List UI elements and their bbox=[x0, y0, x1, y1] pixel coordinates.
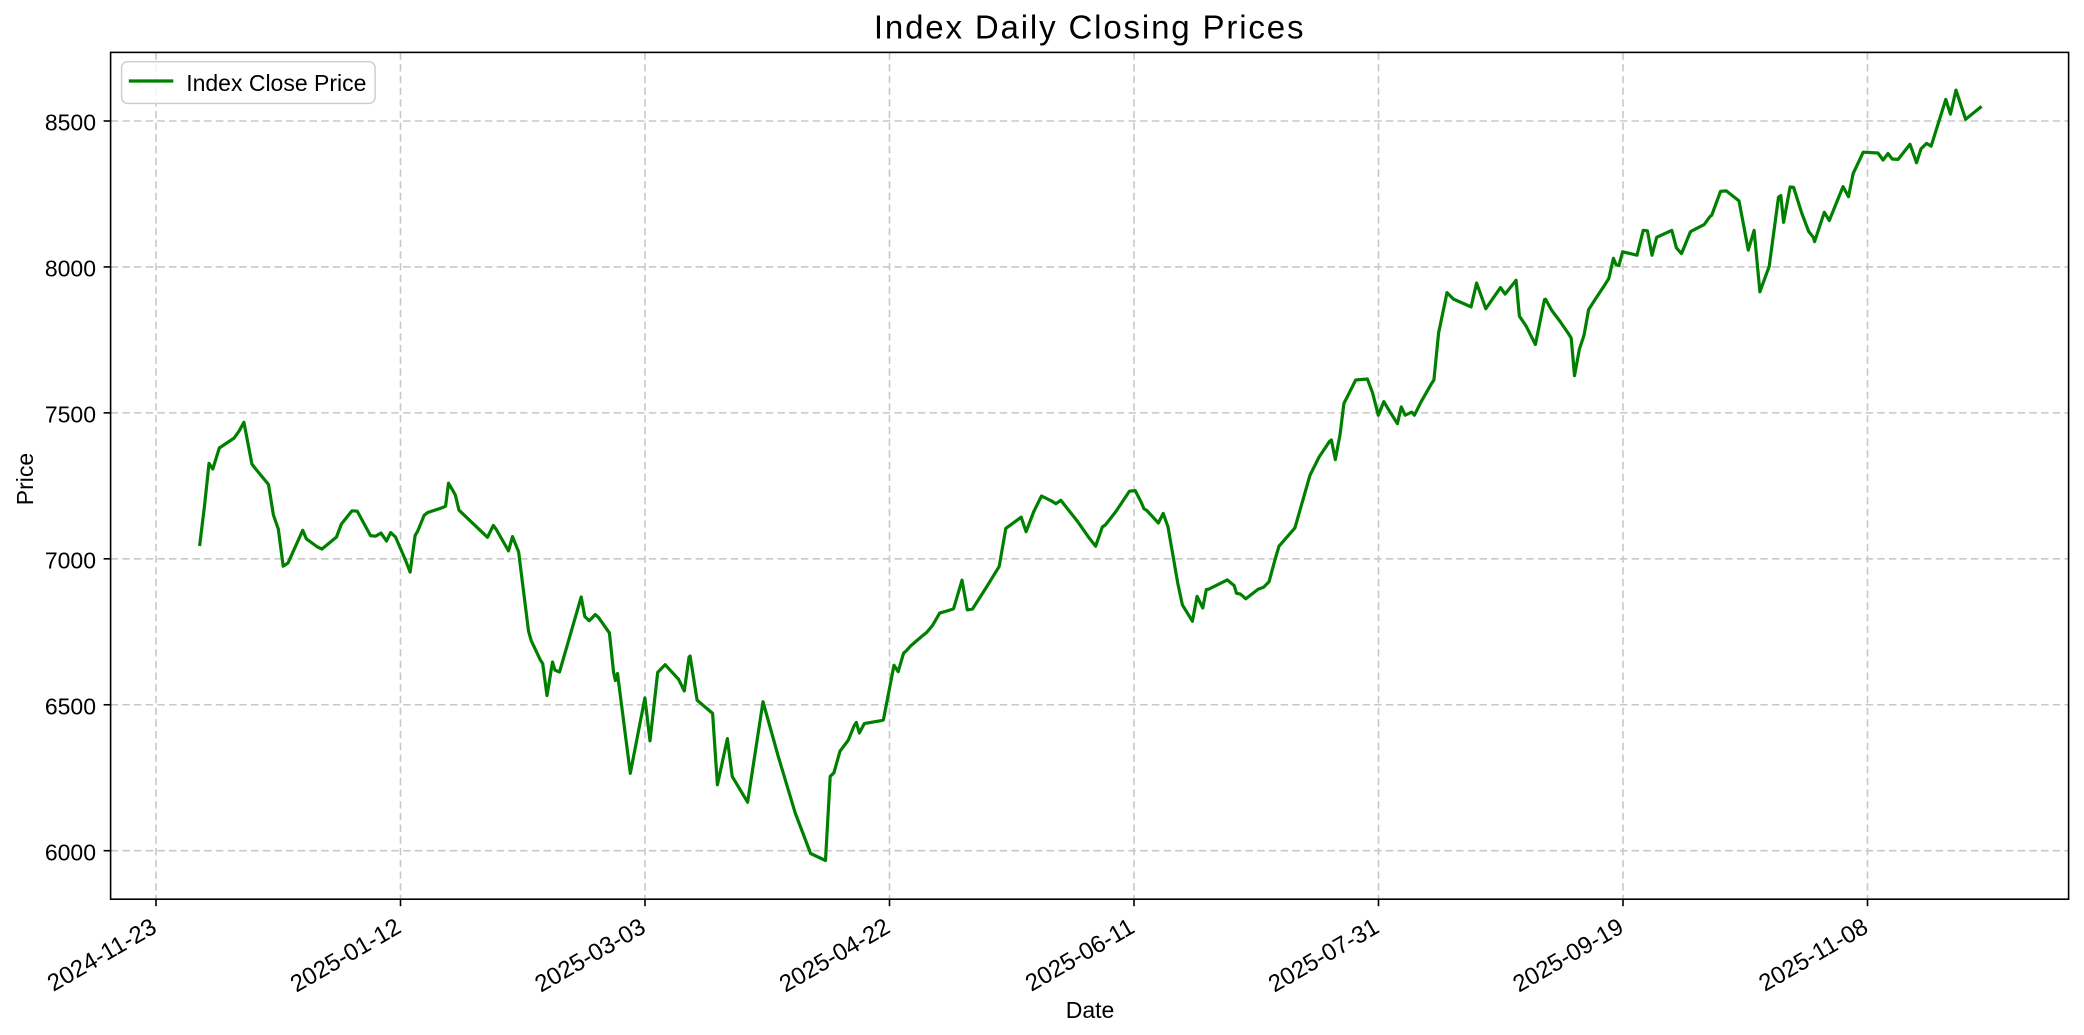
svg-text:8500: 8500 bbox=[45, 110, 96, 136]
svg-text:6500: 6500 bbox=[45, 694, 96, 720]
svg-text:Date: Date bbox=[1066, 997, 1115, 1023]
svg-text:6000: 6000 bbox=[45, 839, 96, 865]
svg-text:7000: 7000 bbox=[45, 548, 96, 574]
svg-text:Index Daily Closing Prices: Index Daily Closing Prices bbox=[874, 9, 1305, 46]
svg-text:8000: 8000 bbox=[45, 256, 96, 282]
svg-text:7500: 7500 bbox=[45, 402, 96, 428]
svg-text:Index Close Price: Index Close Price bbox=[186, 70, 366, 96]
svg-text:Price: Price bbox=[12, 453, 38, 505]
